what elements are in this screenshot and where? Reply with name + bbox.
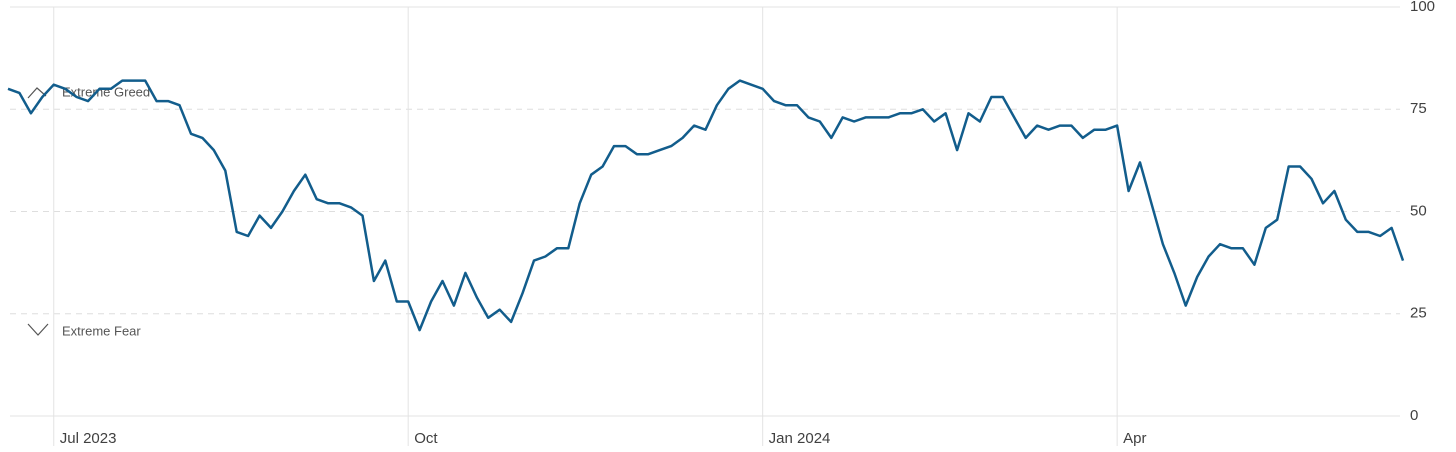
line	[7, 79, 1405, 332]
x-tick-label: Apr	[1123, 430, 1146, 447]
x-tick-label: Oct	[414, 430, 438, 447]
y-tick-label: 75	[1410, 100, 1427, 117]
y-tick-label: 25	[1410, 305, 1427, 322]
annotation: Extreme Greed	[62, 84, 150, 99]
y-tick-label: 0	[1410, 407, 1418, 424]
grid	[10, 6, 1400, 446]
x-tick-label: Jan 2024	[769, 430, 831, 447]
fear-icon	[27, 323, 49, 336]
y-tick-label: 100	[1410, 0, 1435, 15]
x-tick-label: Jul 2023	[60, 430, 117, 447]
annotation: Extreme Fear	[62, 323, 141, 338]
y-tick-label: 50	[1410, 202, 1427, 219]
greed-icon	[27, 87, 47, 99]
